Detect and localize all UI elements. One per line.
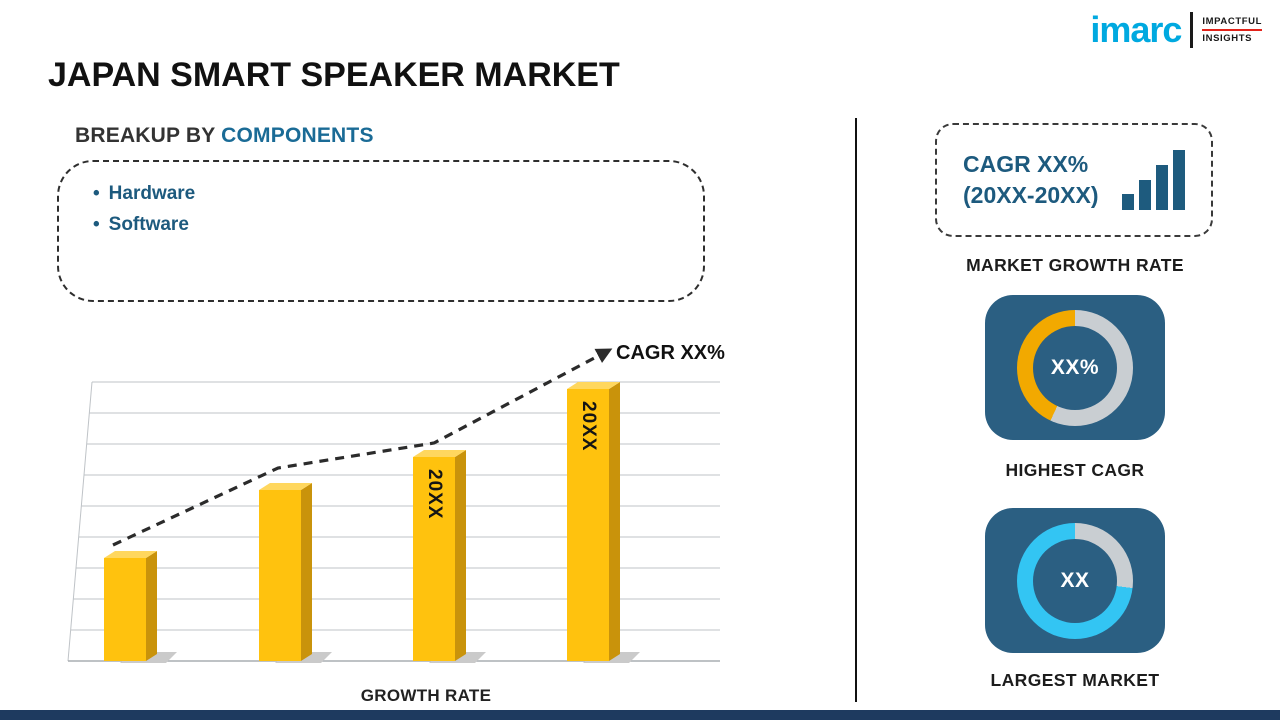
page-title: JAPAN SMART SPEAKER MARKET [48,56,620,94]
cagr-line1: CAGR XX% [963,151,1089,177]
section-heading-accent: COMPONENTS [221,124,374,147]
donut-hole [1033,539,1117,623]
market-growth-card: CAGR XX% (20XX-20XX) [935,123,1213,237]
cagr-annotation: CAGR XX% [616,342,725,364]
card-caption-largest-market: LARGEST MARKET [990,670,1160,690]
bar-side-face [455,450,466,661]
largest-market-card: XX [985,508,1165,653]
logo-tagline-line1: IMPACTFUL [1202,16,1262,27]
bar: 20XX [567,382,620,661]
bar-label: 20XX [578,401,599,452]
donut-chart-largest-market: XX [1017,523,1133,639]
bar: 20XX [413,450,466,661]
trend-arrow [112,348,613,547]
logo-tagline: IMPACTFUL INSIGHTS [1202,16,1262,44]
bar-top-face [413,450,466,457]
card-caption-highest-cagr: HIGHEST CAGR [1005,460,1145,480]
cagr-line2: (20XX-20XX) [963,182,1099,208]
donut-chart-highest-cagr: XX% [1017,310,1133,426]
section-heading-plain: BREAKUP BY [75,124,216,147]
logo-divider [1190,12,1194,48]
donut-hole [1033,326,1117,410]
donut-value: XX% [1050,356,1100,379]
bar [104,551,157,661]
bar-top-face [259,483,312,490]
bar-top-face [104,551,157,558]
bar-chart: 20XX 20XX CAGR XX% GROWTH RATE [60,340,732,705]
card-caption-growth: MARKET GROWTH RATE [966,255,1184,275]
bar-chart-icon [1122,150,1185,210]
footer-bar [0,710,1280,720]
chart-gridlines [67,381,720,662]
components-list: Hardware Software [59,178,703,240]
brand-logo: imarc IMPACTFUL INSIGHTS [1090,12,1262,48]
cagr-value-text: CAGR XX% (20XX-20XX) [963,149,1099,211]
bar-side-face [146,551,157,661]
x-axis-label: GROWTH RATE [360,686,492,705]
bar [259,483,312,661]
list-item-software: Software [93,209,703,240]
section-heading: BREAKUP BY COMPONENTS [75,124,374,148]
donut-value: XX [1060,569,1090,592]
section-divider [855,118,857,702]
logo-tagline-line2: INSIGHTS [1202,33,1253,44]
highest-cagr-card: XX% [985,295,1165,440]
bar-side-face [301,483,312,661]
components-box: Hardware Software [57,160,705,302]
logo-red-accent [1202,29,1262,31]
bar-top-face [567,382,620,389]
bar-label: 20XX [424,469,445,520]
bar-side-face [609,382,620,661]
logo-wordmark: imarc [1090,9,1182,50]
list-item-hardware: Hardware [93,178,703,209]
